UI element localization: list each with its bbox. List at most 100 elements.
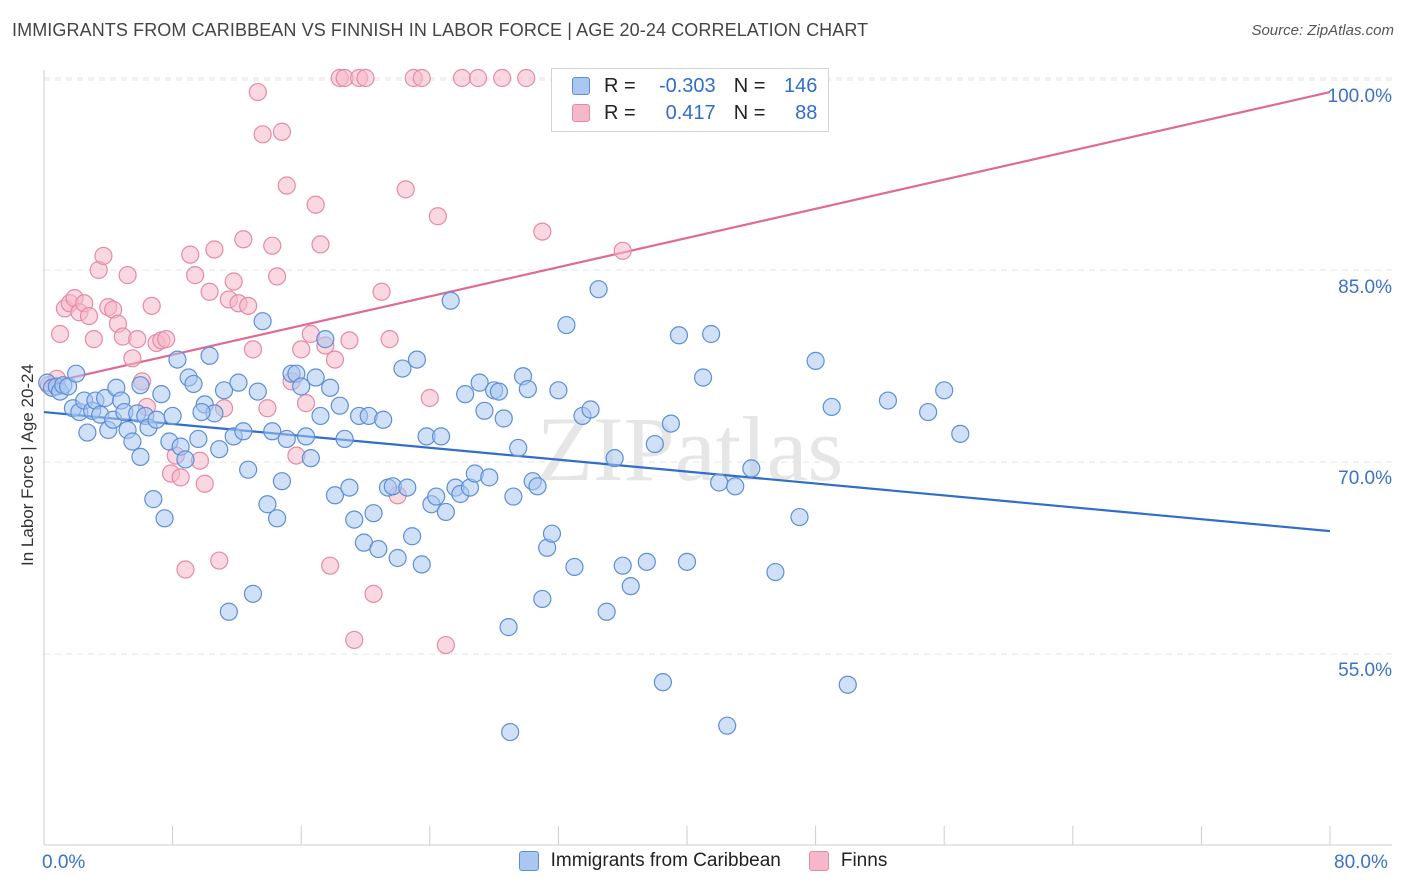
bottom-legend-swatch-pink: [808, 851, 829, 871]
finns-point: [468, 68, 488, 88]
caribbean-point: [398, 478, 417, 497]
caribbean-point: [67, 364, 86, 383]
caribbean-point: [369, 539, 388, 559]
finns-point: [210, 551, 229, 570]
y-axis-title: In Labor Force | Age 20-24: [18, 364, 37, 566]
caribbean-point: [272, 472, 292, 491]
caribbean-point: [427, 487, 446, 506]
caribbean-point: [258, 495, 277, 514]
finns-point: [224, 272, 243, 291]
trendline: [43, 91, 1331, 385]
finns-point: [118, 266, 137, 285]
caribbean-point: [234, 422, 253, 441]
finns-point: [176, 560, 195, 579]
finns-point: [396, 180, 415, 199]
finns-point: [452, 68, 472, 88]
caribbean-point: [528, 477, 547, 496]
caribbean-point: [147, 410, 166, 429]
caribbean-point: [710, 473, 729, 492]
series-caribbean: [38, 280, 970, 742]
caribbean-point: [184, 374, 203, 394]
legend: R = -0.303 N = 146 R = 0.417 N = 88: [551, 68, 829, 132]
caribbean-point: [144, 490, 163, 509]
trendline-finns: [43, 91, 1331, 385]
finns-point: [195, 474, 214, 493]
caribbean-point: [340, 478, 359, 497]
finns-point: [123, 349, 142, 368]
finns-point: [205, 240, 224, 259]
finns-point: [267, 267, 287, 286]
axes: [43, 70, 1392, 846]
y-tick-label: 85.0%: [1338, 277, 1392, 298]
caribbean-point: [509, 438, 528, 458]
caribbean-point: [557, 315, 576, 335]
caribbean-point: [393, 359, 412, 378]
legend-n-label: N =: [733, 101, 766, 124]
caribbean-point: [702, 324, 721, 344]
caribbean-point: [78, 423, 97, 442]
caribbean-point: [653, 673, 672, 692]
caribbean-point: [613, 556, 632, 575]
x-tick-label-max: 80.0%: [1334, 852, 1388, 873]
caribbean-point: [311, 406, 330, 426]
caribbean-point: [345, 510, 364, 529]
finns-point: [345, 630, 364, 650]
caribbean-point: [878, 391, 898, 410]
caribbean-point: [407, 350, 427, 369]
caribbean-point: [726, 477, 745, 496]
caribbean-point: [131, 376, 150, 395]
finns-point: [277, 176, 296, 195]
y-tick-label: 55.0%: [1338, 660, 1392, 681]
caribbean-point: [59, 377, 78, 396]
chart-title: IMMIGRANTS FROM CARIBBEAN VS FINNISH IN …: [12, 20, 869, 40]
caribbean-point: [431, 427, 451, 446]
legend-r-label: R =: [604, 101, 636, 124]
caribbean-point: [790, 507, 809, 527]
bottom-legend: Immigrants from Caribbean Finns: [0, 850, 1406, 872]
finns-point: [428, 207, 447, 226]
finns-point: [258, 399, 277, 418]
finns-point: [493, 68, 512, 88]
caribbean-point: [475, 401, 494, 420]
finns-point: [50, 324, 70, 344]
caribbean-point: [533, 589, 552, 609]
caribbean-point: [822, 397, 841, 417]
caribbean-point: [494, 409, 513, 428]
caribbean-point: [192, 402, 211, 422]
finns-point: [84, 330, 103, 349]
finns-point: [263, 236, 282, 255]
caribbean-point: [742, 459, 761, 478]
chart-source: Source: ZipAtlas.com: [1251, 22, 1394, 39]
finns-point: [436, 635, 455, 655]
caribbean-point: [621, 577, 640, 596]
bottom-legend-item-caribbean[interactable]: Immigrants from Caribbean: [518, 850, 781, 872]
finns-point: [340, 331, 359, 350]
caribbean-point: [806, 351, 825, 370]
caribbean-point: [292, 377, 311, 396]
finns-point: [517, 68, 536, 88]
caribbean-point: [565, 557, 584, 577]
finns-point: [79, 306, 99, 326]
caribbean-point: [412, 555, 431, 574]
caribbean-point: [403, 527, 422, 546]
caribbean-point: [518, 379, 537, 399]
caribbean-point: [316, 330, 335, 349]
caribbean-point: [152, 385, 171, 404]
legend-n-value: 146: [784, 74, 818, 97]
caribbean-point: [542, 524, 562, 543]
finns-point: [253, 125, 272, 144]
caribbean-point: [645, 434, 664, 454]
trendline-caribbean: [43, 410, 1331, 533]
finns-point: [356, 68, 375, 88]
legend-r-value: -0.303: [658, 74, 716, 97]
caribbean-point: [499, 618, 518, 637]
caribbean-point: [229, 373, 248, 392]
legend-swatch-blue: [572, 77, 590, 95]
caribbean-point: [155, 509, 174, 528]
caribbean-point: [718, 716, 737, 735]
finns-point: [325, 350, 345, 369]
finns-point: [200, 282, 219, 301]
bottom-legend-item-finns[interactable]: Finns: [808, 850, 887, 872]
caribbean-point: [480, 468, 499, 487]
